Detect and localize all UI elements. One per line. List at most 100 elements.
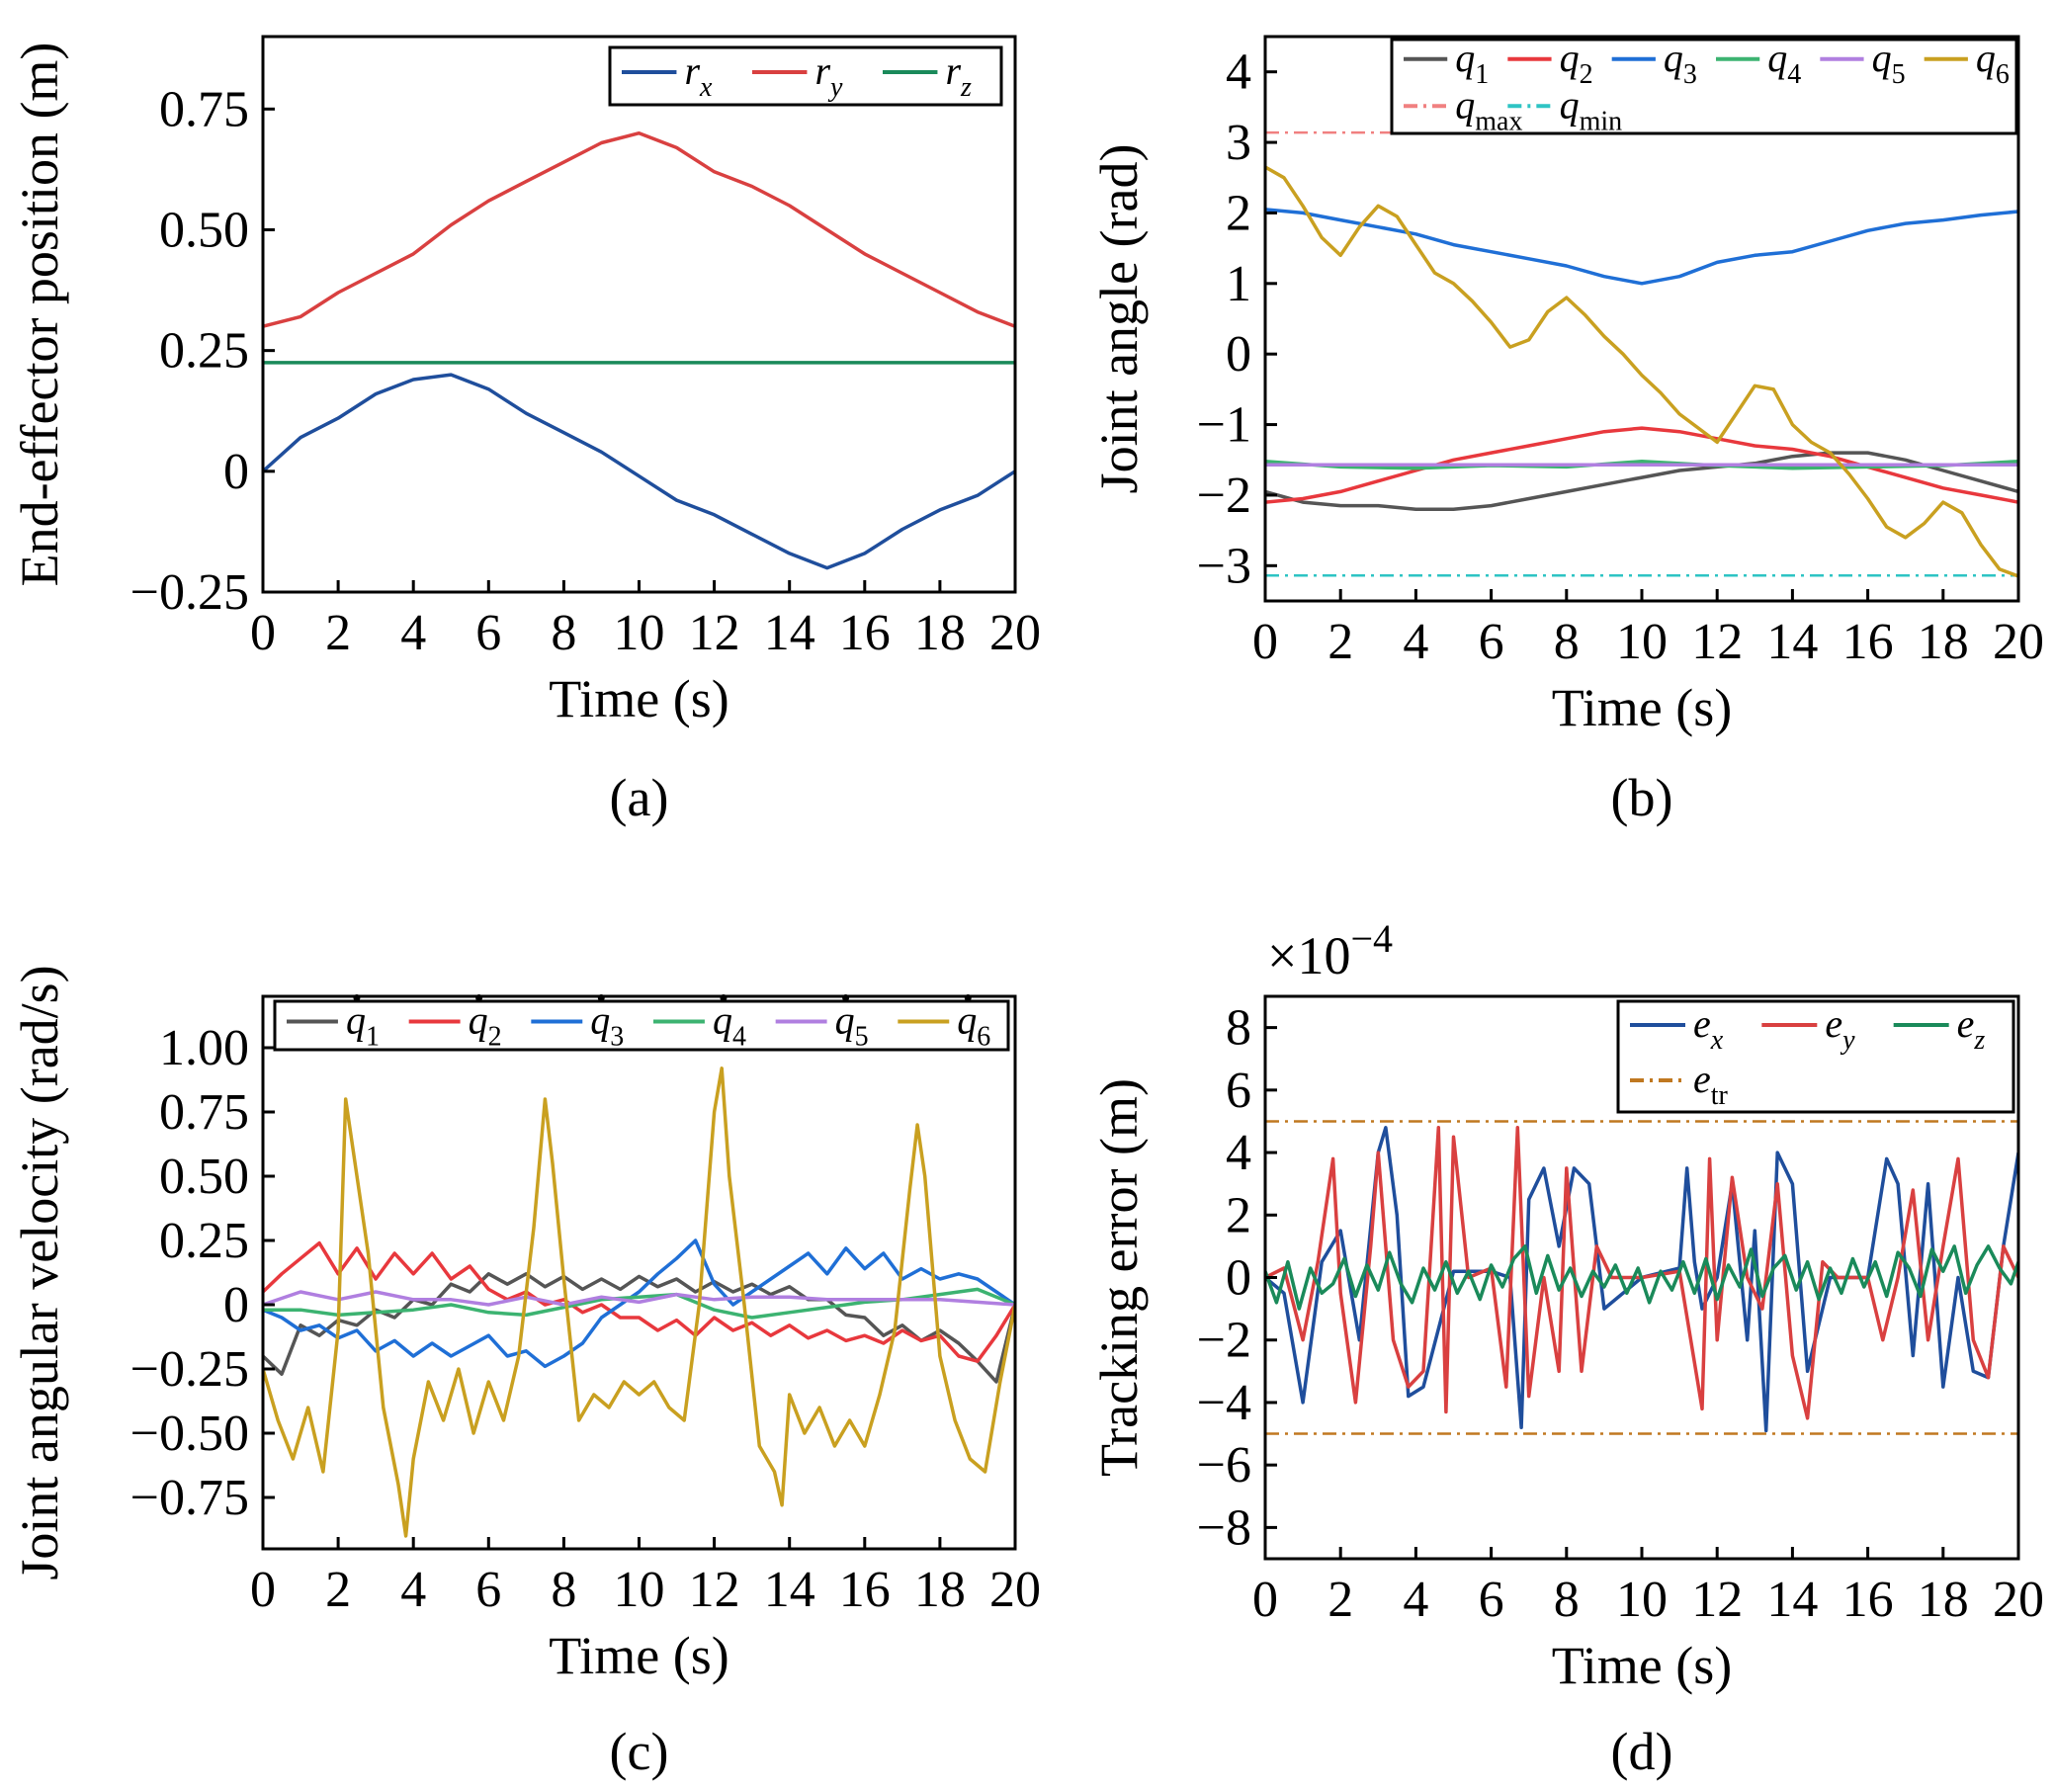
plot-frame	[261, 35, 1017, 594]
x-tick-label: 4	[1403, 1572, 1428, 1628]
x-tick-label: 8	[551, 605, 576, 661]
x-tick-label: 2	[1327, 614, 1353, 670]
series-q1-line	[263, 1272, 1015, 1384]
y-tick-label: 1.00	[159, 1020, 249, 1076]
series-ex-line	[1265, 1126, 2018, 1433]
legend-label: q6	[957, 998, 990, 1053]
y-tick-label: 2	[1226, 1187, 1251, 1243]
y-tick-label: 0.25	[159, 323, 249, 380]
series-q3-line	[263, 1238, 1015, 1369]
y-tick-label: 0	[1226, 326, 1251, 383]
x-tick-label: 0	[250, 605, 276, 661]
y-tick-label: 0.50	[159, 1149, 249, 1205]
y-tick-label: 0.25	[159, 1213, 249, 1269]
legend-label: q5	[1872, 36, 1906, 90]
x-tick-label: 10	[614, 1562, 665, 1618]
x-tick-label: 20	[989, 1562, 1041, 1618]
series-ry-line	[263, 130, 1015, 328]
y-tick-label: 0.50	[159, 202, 249, 258]
derivative-dot	[597, 994, 605, 1001]
x-tick-label: 2	[1327, 1572, 1353, 1628]
y-tick-label: 0	[223, 1277, 249, 1333]
legend-label: rx	[684, 48, 713, 103]
legend-label: ez	[1957, 1001, 1986, 1056]
legend-label: q5	[835, 998, 869, 1053]
y-tick-label: 0	[1226, 1250, 1251, 1307]
x-tick-label: 16	[839, 1562, 891, 1618]
x-tick-label: 4	[1403, 614, 1428, 670]
x-tick-label: 16	[1842, 1572, 1894, 1628]
series-ez-line	[1265, 1244, 2018, 1311]
x-tick-label: 20	[1993, 1572, 2044, 1628]
y-tick-label: 0.75	[159, 1084, 249, 1141]
legend-label: q3	[1664, 36, 1697, 90]
derivative-dot	[964, 994, 972, 1001]
x-tick-label: 10	[1616, 1572, 1668, 1628]
legend-label: q2	[469, 998, 502, 1053]
x-tick-label: 12	[1691, 614, 1743, 670]
legend-label: qmin	[1560, 82, 1623, 136]
panel-caption: (c)	[610, 1722, 669, 1781]
panel-c: 0 2 4 6 8 10 12 14 16 18 20−0.75−0.50−0.2500.250.5…	[10, 965, 1041, 1781]
derivative-dot	[842, 994, 850, 1001]
series-q2-line	[1265, 426, 2018, 504]
legend: q1 q2 q3 q4 q5 q6	[273, 994, 1010, 1053]
x-tick-label: 18	[914, 605, 966, 661]
x-tick-label: 6	[475, 1562, 501, 1618]
y-axis-label: Tracking error (m)	[1089, 1078, 1149, 1477]
x-tick-label: 16	[839, 605, 891, 661]
x-tick-label: 20	[989, 605, 1041, 661]
x-tick-label: 12	[1691, 1572, 1743, 1628]
x-tick-label: 14	[764, 605, 815, 661]
x-tick-label: 8	[551, 1562, 576, 1618]
legend-label: q2	[1560, 36, 1593, 90]
series-q6-line	[263, 1067, 1015, 1538]
x-axis-label: Time (s)	[549, 1626, 729, 1685]
y-tick-label: 3	[1226, 115, 1251, 171]
x-tick-label: 0	[1252, 614, 1278, 670]
y-tick-label: −0.25	[130, 1341, 249, 1398]
y-tick-label: −2	[1197, 468, 1251, 524]
y-tick-label: 2	[1226, 185, 1251, 241]
y-tick-label: −8	[1197, 1499, 1251, 1556]
y-tick-label: 1	[1226, 256, 1251, 312]
x-tick-label: 18	[914, 1562, 966, 1618]
y-tick-label: −6	[1197, 1437, 1251, 1493]
x-tick-label: 12	[689, 1562, 740, 1618]
legend-label: q3	[590, 998, 624, 1053]
legend: rx ry rz	[608, 45, 1003, 107]
x-tick-label: 14	[764, 1562, 815, 1618]
legend-label: qmax	[1455, 82, 1522, 136]
x-tick-label: 6	[1479, 1572, 1504, 1628]
legend-label: ey	[1825, 1001, 1855, 1056]
legend-label: q1	[1455, 36, 1489, 90]
x-tick-label: 8	[1554, 614, 1580, 670]
x-tick-label: 10	[614, 605, 665, 661]
x-tick-label: 14	[1766, 614, 1818, 670]
legend: q1 q2 q3 q4 q5 q6 qmax qmin	[1390, 36, 2018, 136]
legend-label: ex	[1693, 1001, 1724, 1056]
x-tick-label: 14	[1766, 1572, 1818, 1628]
x-tick-label: 6	[1479, 614, 1504, 670]
legend: ex ey ez etr	[1616, 999, 2015, 1114]
y-axis-label: Joint angle (rad)	[1089, 144, 1149, 494]
legend-box	[1390, 38, 2018, 135]
derivative-dot	[475, 994, 483, 1001]
legend-label: etr	[1693, 1057, 1729, 1111]
legend-box	[608, 45, 1003, 107]
x-tick-label: 12	[689, 605, 740, 661]
series-ey-line	[1265, 1126, 2018, 1420]
axis-multiplier: ×10−4	[1267, 916, 1393, 985]
y-tick-label: 0.75	[159, 81, 249, 137]
legend-label: q4	[1767, 36, 1801, 90]
x-axis-label: Time (s)	[1552, 678, 1733, 737]
derivative-dot	[720, 994, 728, 1001]
panel-caption: (a)	[610, 768, 669, 827]
y-axis-label: Joint angular velocity (rad/s)	[10, 965, 69, 1579]
x-tick-label: 2	[325, 1562, 351, 1618]
x-tick-label: 10	[1616, 614, 1668, 670]
y-tick-label: −3	[1197, 538, 1251, 594]
